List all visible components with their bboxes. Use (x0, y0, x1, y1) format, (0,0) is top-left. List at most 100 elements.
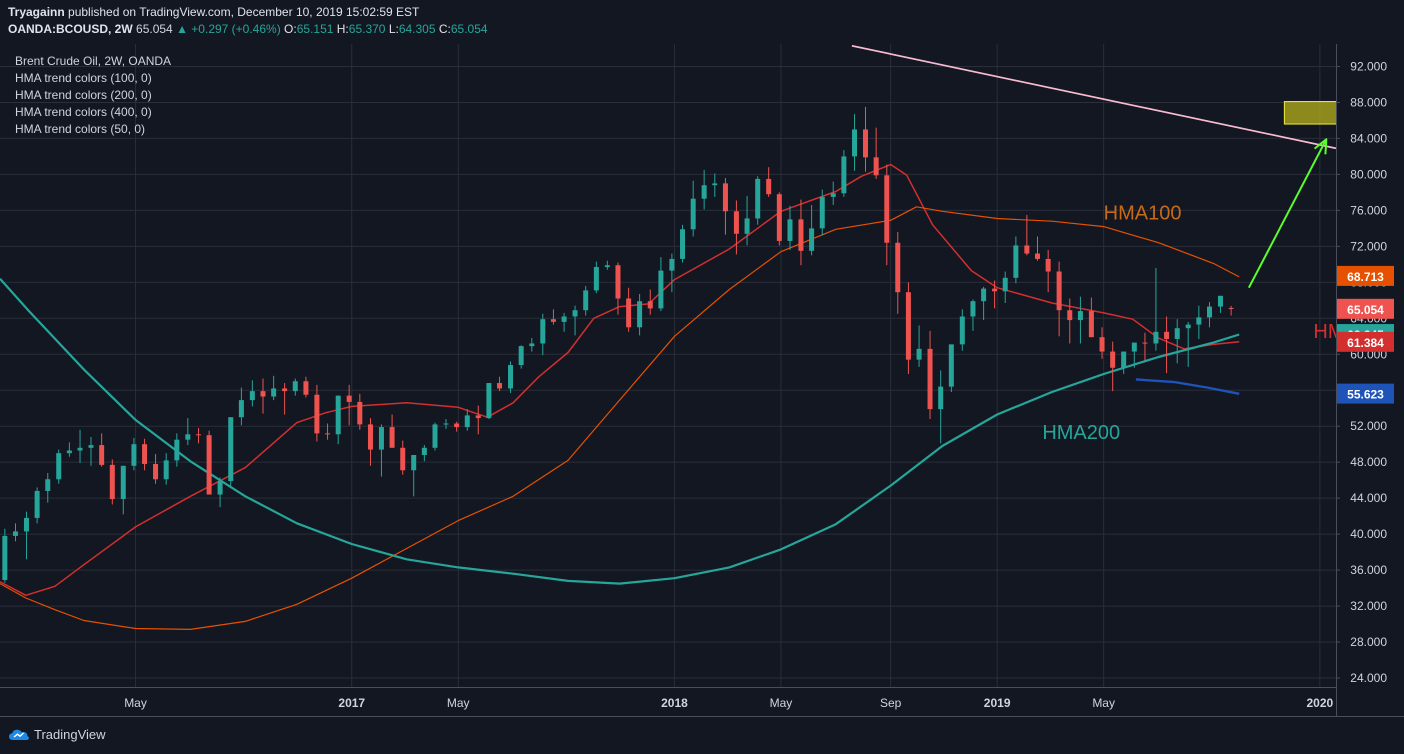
candle[interactable] (550, 309, 556, 325)
candle[interactable] (421, 445, 427, 462)
hma100-price-tag[interactable]: 68.713 (1337, 265, 1394, 286)
candle[interactable] (271, 375, 277, 401)
candle[interactable] (540, 313, 546, 356)
candle[interactable] (604, 260, 610, 270)
label-hma200[interactable]: HMA200 (1042, 422, 1120, 444)
candle[interactable] (1121, 351, 1127, 375)
candle[interactable] (282, 383, 288, 415)
candle[interactable] (1088, 297, 1094, 338)
candle[interactable] (1228, 305, 1234, 316)
candle[interactable] (66, 442, 72, 457)
candle[interactable] (486, 383, 492, 420)
candle[interactable] (325, 423, 331, 440)
candle[interactable] (185, 418, 191, 446)
candle[interactable] (561, 312, 567, 332)
candle[interactable] (34, 487, 40, 524)
candle[interactable] (1077, 296, 1083, 344)
candle[interactable] (508, 361, 514, 393)
candle[interactable] (776, 192, 782, 246)
candle[interactable] (916, 325, 922, 367)
candle[interactable] (1206, 302, 1212, 328)
candle[interactable] (529, 338, 535, 352)
candle[interactable] (658, 257, 664, 312)
candle[interactable] (195, 428, 201, 444)
candle[interactable] (798, 199, 804, 266)
author-name[interactable]: Tryagainn (8, 5, 65, 19)
candle[interactable] (1056, 261, 1062, 337)
candle[interactable] (217, 477, 223, 508)
candle[interactable] (873, 127, 879, 179)
candle[interactable] (249, 380, 255, 407)
legend-item-hma400[interactable]: HMA trend colors (400, 0) (15, 105, 152, 119)
candle[interactable] (23, 511, 29, 560)
candle[interactable] (669, 253, 675, 293)
candle[interactable] (142, 438, 148, 471)
candle[interactable] (411, 454, 417, 497)
candle[interactable] (77, 429, 83, 464)
candle[interactable] (153, 454, 159, 484)
candle[interactable] (454, 421, 460, 432)
projection-arrow-head[interactable] (1313, 138, 1328, 155)
candle[interactable] (959, 309, 965, 351)
legend-title[interactable]: Brent Crude Oil, 2W, OANDA (15, 54, 172, 68)
candle[interactable] (690, 180, 696, 237)
candle[interactable] (733, 200, 739, 255)
candle[interactable] (766, 167, 772, 197)
candle[interactable] (228, 417, 234, 487)
candle[interactable] (56, 449, 62, 484)
candle[interactable] (1067, 298, 1073, 344)
candle[interactable] (647, 289, 653, 315)
candle[interactable] (722, 177, 728, 235)
candle[interactable] (2, 528, 8, 583)
candle[interactable] (701, 169, 707, 210)
price-axis[interactable] (1336, 0, 1404, 754)
candle[interactable] (314, 384, 320, 442)
legend-item-hma100[interactable]: HMA trend colors (100, 0) (15, 71, 152, 85)
candle[interactable] (260, 378, 266, 414)
candle[interactable] (637, 294, 643, 336)
candle[interactable] (1153, 267, 1159, 351)
candle[interactable] (88, 436, 94, 466)
candle[interactable] (905, 282, 911, 375)
candle[interactable] (862, 106, 868, 172)
candle[interactable] (1002, 271, 1008, 303)
legend-item-hma50[interactable]: HMA trend colors (50, 0) (15, 122, 146, 136)
candle[interactable] (680, 224, 686, 263)
candle[interactable] (841, 150, 847, 197)
candle[interactable] (970, 299, 976, 331)
candle[interactable] (335, 395, 341, 445)
tradingview-footer[interactable]: TradingView (8, 727, 106, 742)
candle[interactable] (292, 378, 298, 396)
candle[interactable] (1196, 305, 1202, 339)
candle[interactable] (163, 453, 169, 485)
candle[interactable] (884, 164, 890, 266)
candle[interactable] (12, 523, 18, 542)
candle[interactable] (432, 422, 438, 451)
candle[interactable] (346, 384, 352, 426)
candle[interactable] (583, 285, 589, 316)
candle[interactable] (1217, 295, 1223, 313)
candle[interactable] (755, 176, 761, 225)
plot-area[interactable] (0, 44, 1336, 687)
candle[interactable] (615, 262, 621, 315)
candle[interactable] (981, 286, 987, 321)
candle[interactable] (1024, 214, 1030, 256)
candle[interactable] (378, 424, 384, 477)
candle[interactable] (389, 414, 395, 448)
candle[interactable] (443, 419, 449, 429)
candle[interactable] (238, 387, 244, 426)
candle[interactable] (518, 345, 524, 369)
candle[interactable] (593, 261, 599, 294)
candle[interactable] (744, 195, 750, 246)
hma400-price-tag[interactable]: 55.623 (1337, 383, 1394, 404)
candle[interactable] (819, 189, 825, 236)
candle[interactable] (357, 393, 363, 430)
candle[interactable] (712, 173, 718, 197)
candle[interactable] (45, 472, 51, 503)
candle[interactable] (174, 433, 180, 467)
candle[interactable] (120, 465, 126, 515)
candle[interactable] (475, 405, 481, 435)
candle[interactable] (206, 430, 212, 495)
candle[interactable] (1034, 236, 1040, 261)
